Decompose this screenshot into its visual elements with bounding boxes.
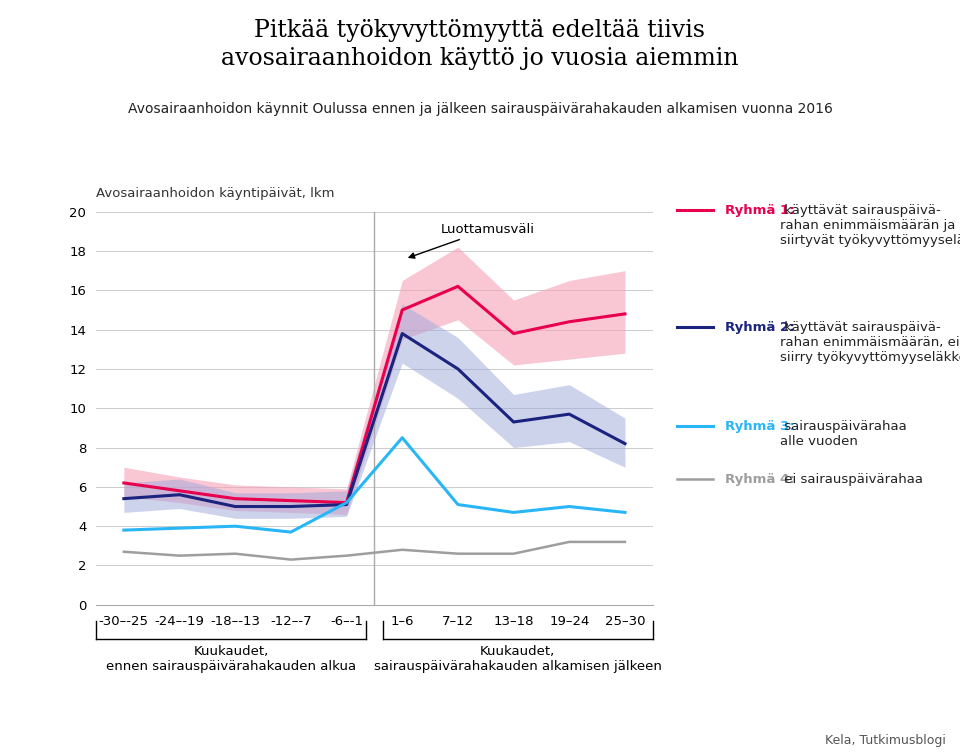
Text: Kuukaudet,
sairauspäivärahakauden alkamisen jälkeen: Kuukaudet, sairauspäivärahakauden alkami… xyxy=(373,645,661,673)
Text: Avosairaanhoidon käynnit Oulussa ennen ja jälkeen sairauspäivärahakauden alkamis: Avosairaanhoidon käynnit Oulussa ennen j… xyxy=(128,102,832,116)
Text: Kela, Tutkimusblogi: Kela, Tutkimusblogi xyxy=(825,734,946,747)
Text: Ryhmä 1:: Ryhmä 1: xyxy=(725,204,794,217)
Text: Ryhmä 3:: Ryhmä 3: xyxy=(725,420,795,432)
Text: käyttävät sairauspäivä-
rahan enimmäismäärän, eivät
siirry työkyvyttömyyseläkkee: käyttävät sairauspäivä- rahan enimmäismä… xyxy=(780,321,960,364)
Text: sairauspäivärahaa
alle vuoden: sairauspäivärahaa alle vuoden xyxy=(780,420,907,448)
Text: ei sairauspäivärahaa: ei sairauspäivärahaa xyxy=(780,472,924,485)
Text: Luottamusväli: Luottamusväli xyxy=(409,223,536,258)
Text: käyttävät sairauspäivä-
rahan enimmäismäärän ja
siirtyvät työkyvyttömyyseläkkeel: käyttävät sairauspäivä- rahan enimmäismä… xyxy=(780,204,960,247)
Text: Ryhmä 2:: Ryhmä 2: xyxy=(725,321,794,334)
Text: Avosairaanhoidon käyntipäivät, lkm: Avosairaanhoidon käyntipäivät, lkm xyxy=(96,187,334,200)
Text: Pitkää työkyvyttömyyttä edeltää tiivis
avosairaanhoidon käyttö jo vuosia aiemmin: Pitkää työkyvyttömyyttä edeltää tiivis a… xyxy=(221,19,739,70)
Text: Kuukaudet,
ennen sairauspäivärahakauden alkua: Kuukaudet, ennen sairauspäivärahakauden … xyxy=(106,645,356,673)
Text: Ryhmä 4:: Ryhmä 4: xyxy=(725,472,795,485)
